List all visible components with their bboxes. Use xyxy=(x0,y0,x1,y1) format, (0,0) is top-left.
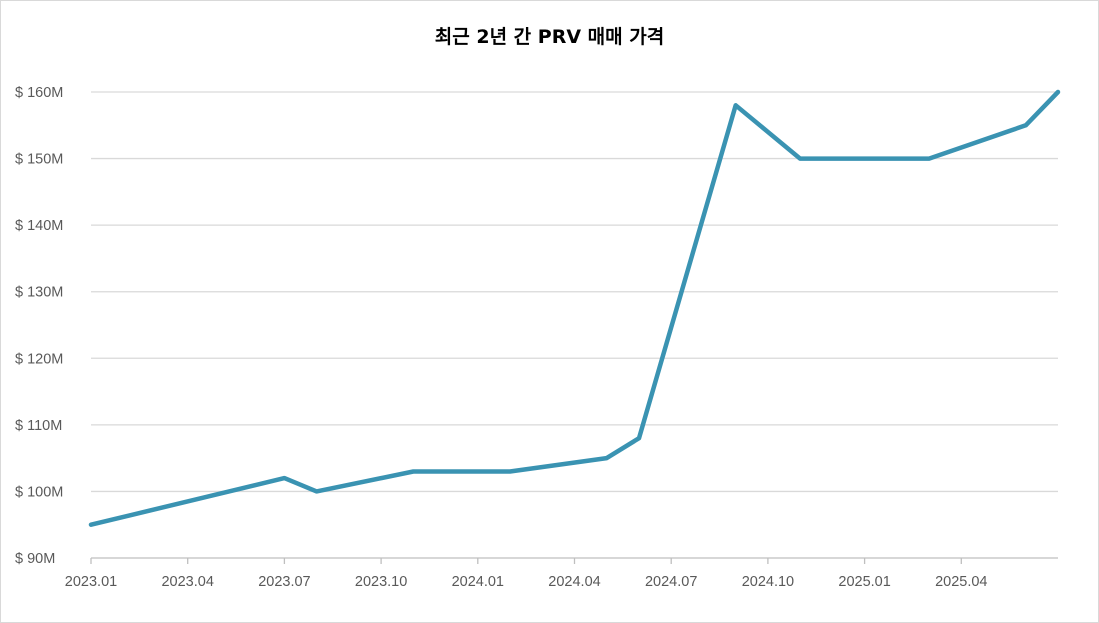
y-tick-label: $ 100M xyxy=(15,484,63,500)
x-tick-label: 2023.10 xyxy=(355,574,407,590)
x-tick-label: 2024.04 xyxy=(548,574,600,590)
y-tick-label: $ 160M xyxy=(15,85,63,101)
y-tick-label: $ 140M xyxy=(15,218,63,234)
y-tick-label: $ 110M xyxy=(15,418,62,434)
x-tick-label: 2024.07 xyxy=(645,574,697,590)
x-tick-label: 2024.01 xyxy=(452,574,504,590)
chart-title: 최근 2년 간 PRV 매매 가격 xyxy=(434,26,665,48)
y-axis: $ 90M $ 100M $ 110M $ 120M $ 130M $ 140M $ 150… xyxy=(15,85,63,567)
y-tick-label: $ 150M xyxy=(15,152,63,168)
x-tick-label: 2024.10 xyxy=(742,574,794,590)
y-tick-label: $ 130M xyxy=(15,285,63,301)
y-tick-label: $ 120M xyxy=(15,351,63,367)
x-tick-label: 2025.01 xyxy=(838,574,890,590)
x-tick-label: 2023.04 xyxy=(161,574,213,590)
x-axis: 2023.01 2023.04 2023.07 2023.10 2024.01 2024.… xyxy=(65,558,988,590)
x-tick-label: 2025.04 xyxy=(935,574,987,590)
series-line xyxy=(88,89,1061,527)
x-tick-label: 2023.01 xyxy=(65,574,117,590)
y-tick-label: $ 90M xyxy=(15,551,55,567)
series-group xyxy=(88,89,1061,527)
x-tick-label: 2023.07 xyxy=(258,574,310,590)
